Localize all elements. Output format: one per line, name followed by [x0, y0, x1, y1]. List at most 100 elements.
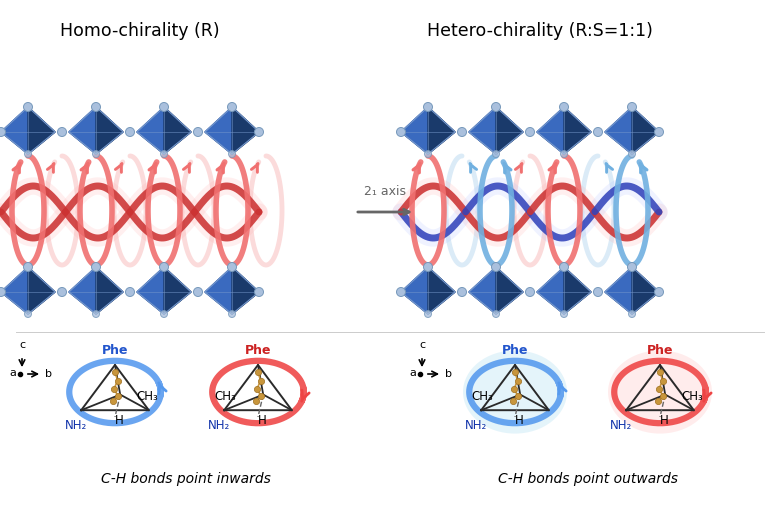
Circle shape [526, 127, 534, 136]
Circle shape [229, 310, 236, 318]
Circle shape [654, 127, 664, 136]
Polygon shape [205, 267, 232, 314]
Polygon shape [137, 292, 191, 314]
Polygon shape [469, 267, 523, 292]
Polygon shape [401, 132, 455, 154]
Text: H: H [515, 414, 523, 427]
Polygon shape [137, 107, 191, 132]
Circle shape [627, 102, 636, 111]
Text: NH₂: NH₂ [208, 419, 230, 432]
Text: C-H bonds point inwards: C-H bonds point inwards [101, 472, 271, 486]
Circle shape [161, 150, 168, 158]
Circle shape [492, 310, 499, 318]
Polygon shape [205, 267, 259, 292]
Text: 2₁ axis: 2₁ axis [364, 185, 406, 198]
Text: b: b [45, 369, 52, 379]
Polygon shape [1, 292, 55, 314]
Polygon shape [232, 267, 259, 314]
Text: CH₃: CH₃ [136, 389, 158, 402]
Polygon shape [96, 267, 123, 314]
Text: C-H bonds point outwards: C-H bonds point outwards [498, 472, 678, 486]
Polygon shape [164, 107, 191, 154]
Polygon shape [632, 267, 659, 314]
Polygon shape [69, 132, 123, 154]
Circle shape [561, 310, 568, 318]
Text: c: c [419, 340, 425, 350]
Text: CH₃: CH₃ [215, 389, 236, 402]
Circle shape [559, 263, 569, 271]
Polygon shape [428, 107, 455, 154]
Polygon shape [496, 107, 523, 154]
Text: NH₂: NH₂ [65, 419, 87, 432]
Circle shape [159, 263, 168, 271]
Circle shape [228, 102, 236, 111]
Ellipse shape [463, 350, 567, 434]
Text: a: a [9, 368, 16, 378]
Polygon shape [164, 267, 191, 314]
Polygon shape [69, 292, 123, 314]
Polygon shape [1, 132, 55, 154]
Circle shape [159, 102, 168, 111]
Polygon shape [137, 132, 191, 154]
Polygon shape [69, 107, 96, 154]
Polygon shape [28, 267, 55, 314]
Circle shape [126, 127, 134, 136]
Polygon shape [205, 107, 259, 132]
Polygon shape [605, 292, 659, 314]
Circle shape [93, 310, 100, 318]
Polygon shape [496, 267, 523, 314]
Circle shape [396, 288, 406, 296]
Circle shape [23, 102, 33, 111]
Circle shape [559, 102, 569, 111]
Text: NH₂: NH₂ [465, 419, 488, 432]
Polygon shape [1, 267, 28, 314]
Polygon shape [564, 107, 591, 154]
Circle shape [629, 150, 636, 158]
Circle shape [458, 127, 466, 136]
Circle shape [424, 263, 432, 271]
Polygon shape [205, 107, 232, 154]
Circle shape [58, 127, 66, 136]
Circle shape [491, 263, 501, 271]
Text: H: H [257, 414, 267, 427]
Ellipse shape [608, 350, 712, 434]
Text: CH₃: CH₃ [471, 389, 493, 402]
Text: Phe: Phe [101, 344, 128, 357]
Polygon shape [205, 292, 259, 314]
Circle shape [58, 288, 66, 296]
Circle shape [424, 150, 431, 158]
Polygon shape [537, 107, 591, 132]
Polygon shape [1, 107, 55, 132]
Polygon shape [537, 267, 591, 292]
Circle shape [254, 288, 264, 296]
Text: CH₃: CH₃ [682, 389, 704, 402]
Circle shape [24, 150, 31, 158]
Circle shape [654, 288, 664, 296]
Polygon shape [605, 132, 659, 154]
Polygon shape [1, 107, 28, 154]
Polygon shape [69, 267, 96, 314]
Polygon shape [564, 267, 591, 314]
Text: a: a [410, 368, 416, 378]
Polygon shape [28, 107, 55, 154]
Text: NH₂: NH₂ [610, 419, 632, 432]
Text: Phe: Phe [647, 344, 673, 357]
Circle shape [594, 127, 602, 136]
Polygon shape [401, 292, 455, 314]
Polygon shape [469, 267, 496, 314]
Polygon shape [632, 107, 659, 154]
Circle shape [424, 102, 432, 111]
Polygon shape [401, 267, 428, 314]
Circle shape [492, 150, 499, 158]
Polygon shape [605, 107, 659, 132]
Circle shape [254, 127, 264, 136]
Polygon shape [469, 107, 496, 154]
Circle shape [126, 288, 134, 296]
Circle shape [561, 150, 568, 158]
Polygon shape [537, 107, 564, 154]
Circle shape [23, 263, 33, 271]
Polygon shape [605, 267, 659, 292]
Circle shape [229, 150, 236, 158]
Circle shape [91, 102, 101, 111]
Polygon shape [605, 107, 632, 154]
